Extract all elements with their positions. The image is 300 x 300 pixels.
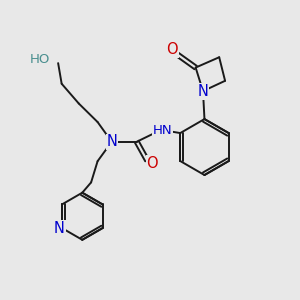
Text: HN: HN [153,124,172,137]
Text: N: N [106,134,117,149]
Text: O: O [166,42,178,57]
Text: N: N [198,84,208,99]
Text: O: O [146,156,158,171]
Text: N: N [54,220,65,236]
Text: HO: HO [29,53,50,66]
